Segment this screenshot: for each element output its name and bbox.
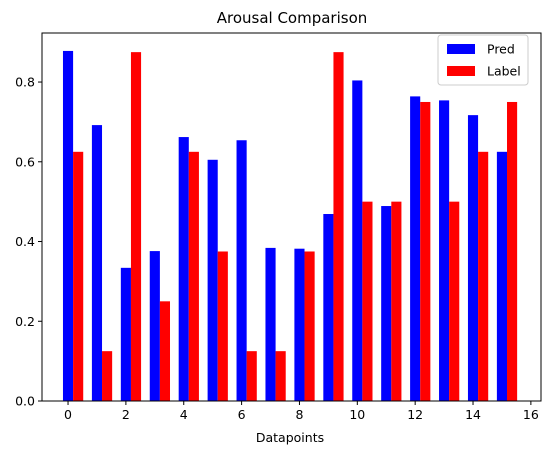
- bar-label-12: [420, 101, 431, 401]
- x-axis-label: Datapoints: [256, 430, 324, 445]
- bar-pred-3: [149, 251, 160, 401]
- legend: Pred Label: [437, 34, 529, 86]
- bar-pred-12: [410, 96, 421, 401]
- bar-pred-5: [207, 159, 218, 401]
- bar-label-14: [478, 151, 489, 401]
- bar-pred-11: [381, 206, 392, 401]
- bar-pred-0: [62, 50, 74, 401]
- x-tick-label: 10: [349, 407, 365, 422]
- bar-pred-10: [352, 80, 363, 402]
- bar-pred-13: [439, 100, 450, 401]
- bar-label-1: [102, 351, 113, 401]
- x-tick-label: 0: [64, 407, 72, 422]
- y-tick-label: 0.8: [15, 75, 35, 90]
- x-tick-label: 14: [465, 407, 481, 422]
- x-tick-label: 6: [238, 407, 246, 422]
- x-tick-label: 12: [407, 407, 423, 422]
- bar-label-13: [449, 201, 460, 401]
- y-tick-label: 0.0: [15, 394, 35, 409]
- bar-pred-4: [178, 137, 189, 401]
- x-axis-ticks: 0 2 4 6 8 10 12 14 16: [64, 401, 539, 422]
- legend-swatch-label: [447, 66, 475, 76]
- bar-label-7: [275, 351, 286, 401]
- bar-label-15: [507, 101, 518, 401]
- x-tick-label: 16: [523, 407, 539, 422]
- bar-pred-14: [467, 115, 479, 402]
- bar-pred-7: [265, 247, 276, 401]
- plot-frame: [41, 32, 542, 402]
- bar-label-3: [159, 301, 171, 401]
- bar-pred-9: [323, 214, 334, 401]
- x-tick-label: 8: [295, 407, 303, 422]
- y-tick-label: 0.4: [15, 234, 35, 249]
- x-tick-label: 4: [180, 407, 188, 422]
- bars-group: [62, 50, 518, 402]
- y-axis-ticks: 0.0 0.2 0.4 0.6 0.8: [15, 75, 42, 409]
- bar-pred-1: [91, 125, 103, 402]
- bar-label-6: [246, 351, 257, 401]
- legend-label-pred: Pred: [487, 42, 515, 57]
- bar-pred-6: [236, 140, 247, 401]
- bar-pred-8: [294, 248, 305, 401]
- bar-label-5: [217, 251, 228, 401]
- x-tick-label: 2: [122, 407, 130, 422]
- bar-label-10: [362, 201, 373, 401]
- y-tick-label: 0.6: [15, 154, 35, 169]
- y-tick-label: 0.2: [15, 314, 35, 329]
- legend-swatch-pred: [447, 44, 475, 54]
- bar-label-4: [188, 151, 199, 401]
- bar-label-11: [391, 201, 402, 401]
- bar-label-2: [130, 52, 142, 401]
- chart-title: Arousal Comparison: [217, 9, 368, 27]
- legend-label-label: Label: [487, 64, 521, 79]
- bar-label-9: [333, 52, 344, 401]
- bar-pred-15: [496, 151, 508, 401]
- bar-pred-2: [120, 267, 131, 401]
- bar-label-0: [73, 151, 84, 401]
- bar-label-8: [304, 251, 315, 401]
